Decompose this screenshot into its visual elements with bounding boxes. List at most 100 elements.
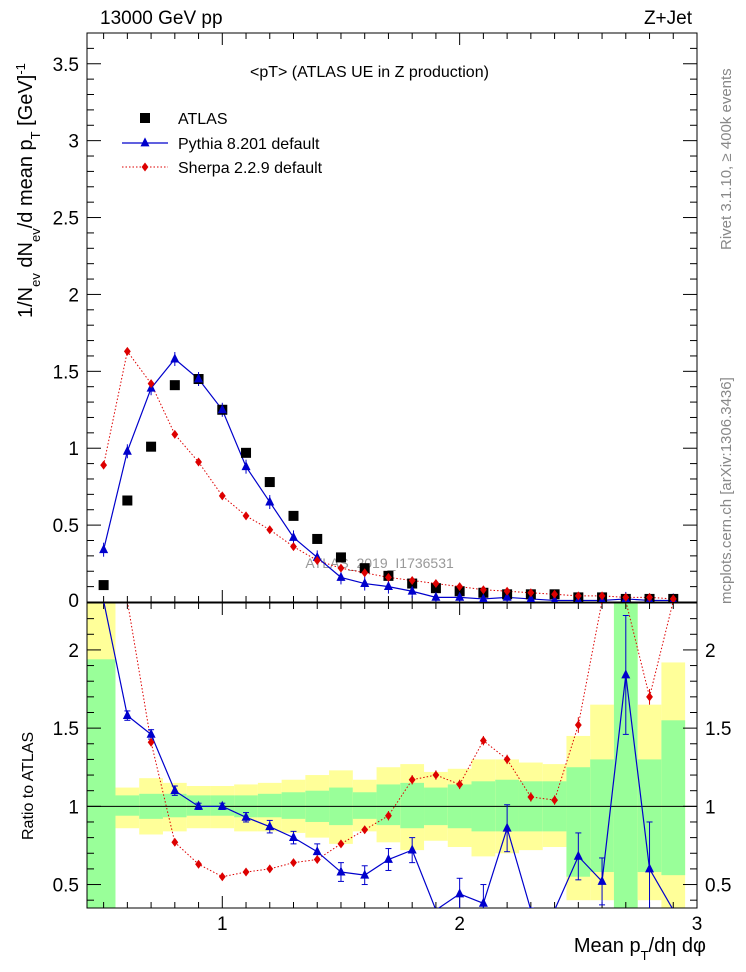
pythia-point	[360, 577, 370, 587]
ratio-y-tick-label: 0.5	[53, 876, 79, 897]
band-inner-segment	[281, 792, 306, 819]
y-tick-label: 3	[68, 132, 79, 153]
sherpa-point	[218, 491, 226, 501]
ratio-y-tick-label: 2	[68, 641, 79, 662]
sherpa-point	[242, 511, 250, 521]
atlas-point	[359, 563, 370, 574]
ratio-pythia-point	[360, 869, 370, 879]
sherpa-point	[622, 592, 630, 602]
ratio-pythia-point	[122, 710, 132, 720]
sherpa-point	[337, 563, 345, 573]
y-tick-label: 2.5	[53, 209, 79, 230]
sherpa-point	[574, 591, 582, 601]
ratio-sherpa-point	[266, 864, 274, 874]
band-inner-segment	[162, 793, 187, 818]
y-tick-label: 1.5	[53, 362, 79, 383]
sherpa-point	[646, 592, 653, 602]
ratio-pythia-point	[383, 853, 393, 863]
pythia-point	[122, 445, 132, 455]
sherpa-point	[527, 588, 535, 598]
ratio-pythia-point	[288, 832, 298, 842]
band-inner-segment	[376, 784, 401, 826]
ratio-sherpa-point	[479, 736, 487, 746]
legend-sherpa-label: Sherpa 2.2.9 default	[178, 160, 323, 177]
ratio-sherpa-point	[361, 825, 369, 835]
band-inner-segment	[590, 759, 614, 873]
atlas-point	[454, 586, 465, 597]
sherpa-point	[456, 582, 464, 592]
pythia-point	[336, 571, 346, 581]
ratio-pythia-point	[455, 888, 465, 898]
ratio-series	[103, 603, 674, 908]
ratio-pythia-point	[241, 811, 251, 821]
sherpa-point	[100, 460, 108, 470]
ratio-pythia-point	[312, 846, 322, 856]
ratio-y-tick-label: 1.5	[53, 719, 79, 740]
pythia-point	[455, 591, 465, 601]
sherpa-point	[171, 429, 179, 439]
ratio-sherpa-point	[337, 839, 345, 849]
ratio-sherpa-point	[408, 775, 416, 785]
pythia-point	[194, 373, 204, 383]
ratio-pythia-point	[146, 728, 156, 738]
main-frame	[86, 32, 698, 603]
sherpa-point	[479, 585, 487, 595]
pythia-point	[526, 593, 536, 602]
ratio-sherpa-point	[574, 720, 582, 730]
ratio-pythia-point	[217, 800, 227, 810]
atlas-point	[169, 380, 180, 391]
band-inner-segment	[352, 792, 377, 819]
ratio-pythia-point	[194, 800, 204, 810]
band-inner-segment	[566, 767, 591, 877]
band-inner-segment	[257, 793, 282, 818]
header-left: 13000 GeV pp	[100, 8, 223, 29]
ratio-y-tick-label-right: 2	[705, 641, 716, 662]
ratio-pythia-point	[170, 785, 180, 795]
band-inner-segment	[115, 795, 140, 816]
ratio-pythia-point	[478, 897, 488, 907]
band-inner-segment	[661, 720, 686, 876]
sherpa-point	[669, 594, 677, 602]
sherpa-point	[598, 591, 606, 601]
ratio-sherpa-point	[646, 692, 653, 702]
y-tick-label: 1	[68, 439, 79, 460]
sherpa-point	[147, 379, 155, 389]
sherpa-point	[313, 555, 321, 565]
y-tick-label: 0.5	[53, 516, 79, 537]
watermark: ATLAS_2019_I1736531	[305, 555, 454, 571]
ratio-sherpa-point	[456, 779, 464, 789]
legend-atlas-label: ATLAS	[178, 111, 228, 128]
atlas-point	[122, 495, 133, 506]
pythia-point	[170, 353, 180, 363]
ratio-sherpa-point	[527, 792, 535, 802]
atlas-point	[98, 580, 109, 591]
y-tick-label: 0	[68, 591, 79, 612]
ratio-sherpa-point	[218, 872, 226, 882]
pythia-point	[99, 544, 109, 554]
sherpa-point	[195, 457, 202, 467]
atlas-point	[146, 441, 157, 452]
ratio-sherpa-point	[313, 855, 321, 865]
ratio-frame	[86, 602, 698, 909]
ratio-sherpa-point	[171, 837, 179, 847]
legend-pythia-marker	[140, 137, 150, 147]
sherpa-point	[408, 575, 416, 585]
x-axis-title: Mean pT/dη dφ	[574, 935, 706, 963]
atlas-point	[312, 533, 323, 544]
ratio-bands	[87, 603, 686, 908]
ratio-sherpa-point	[503, 754, 511, 764]
ratio-sherpa-point	[195, 859, 202, 869]
y-tick-label: 2	[68, 285, 79, 306]
ratio-pythia-point	[597, 875, 607, 885]
sherpa-point	[385, 572, 392, 582]
pythia-point	[407, 585, 417, 595]
atlas-point	[241, 447, 252, 458]
sherpa-point	[290, 542, 297, 552]
ratio-sherpa-point	[147, 737, 155, 747]
sherpa-point	[551, 589, 559, 599]
ratio-pythia-point	[502, 822, 512, 832]
ratio-pythia-point	[407, 844, 417, 854]
plot-title: <pT> (ATLAS UE in Z production)	[250, 64, 489, 81]
header-right: Z+Jet	[643, 8, 692, 29]
legend-sherpa-marker	[141, 162, 149, 172]
